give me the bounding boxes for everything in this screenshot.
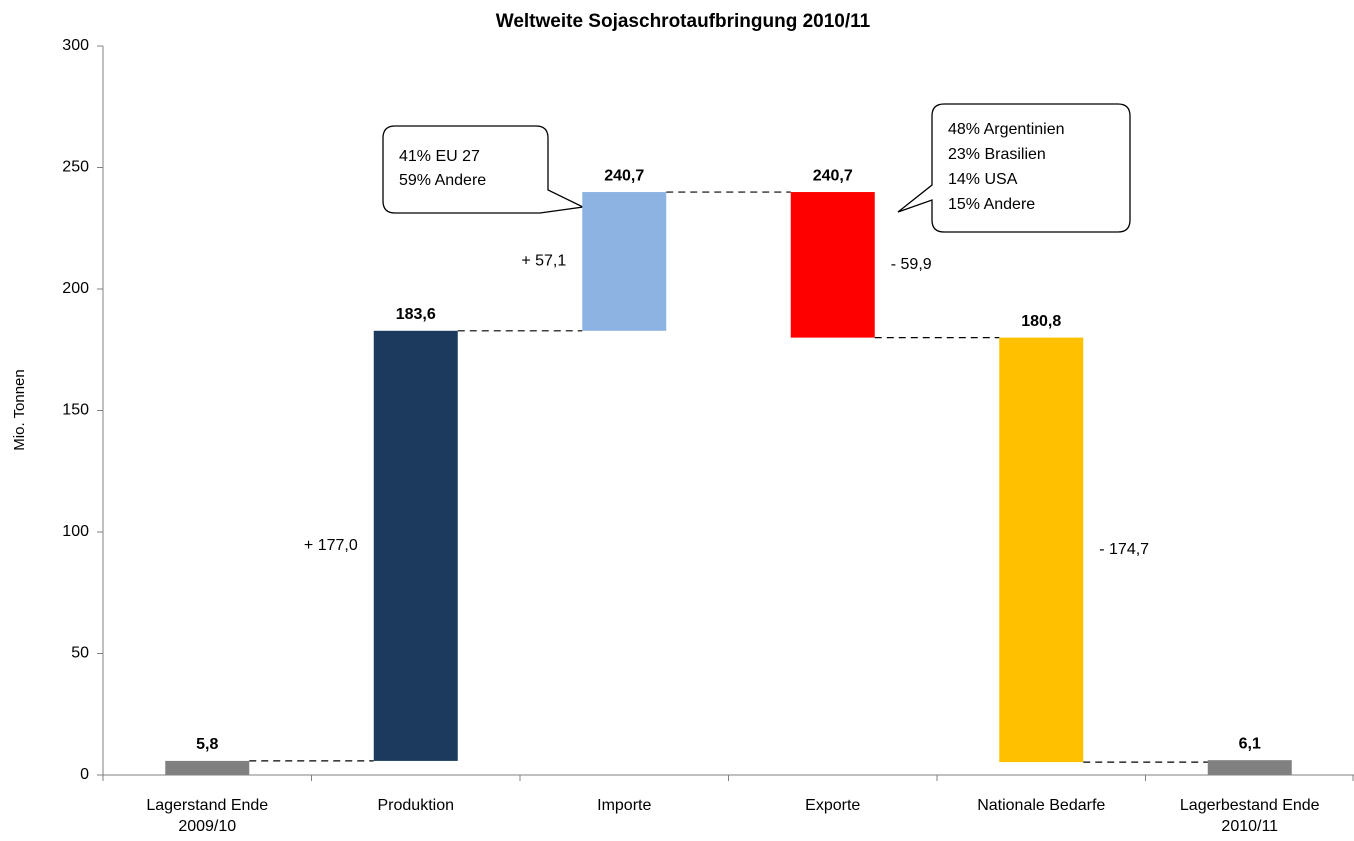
y-tick-label: 50	[71, 645, 89, 662]
bar-top-label: 6,1	[1239, 735, 1261, 752]
bar	[1207, 760, 1292, 775]
bar-top-label: 5,8	[196, 736, 218, 753]
annotation: 14% USA	[948, 171, 1018, 188]
annotation: 23% Brasilien	[948, 146, 1046, 163]
x-tick-label: Lagerstand Ende	[146, 797, 268, 814]
x-tick-label: Importe	[597, 797, 651, 814]
y-tick-label: 100	[62, 523, 89, 540]
y-tick-label: 150	[62, 402, 89, 419]
x-tick-label: Produktion	[378, 797, 455, 814]
bar-top-label: 183,6	[396, 306, 436, 323]
bar-top-label: 240,7	[604, 167, 644, 184]
bar	[165, 760, 250, 775]
y-tick-label: 200	[62, 280, 89, 297]
x-tick-label: 2010/11	[1221, 818, 1278, 835]
y-tick-label: 250	[62, 159, 89, 176]
x-tick-label: Nationale Bedarfe	[977, 797, 1105, 814]
x-tick-label: 2009/10	[178, 818, 236, 835]
annotation: 59% Andere	[399, 172, 486, 189]
bar	[582, 192, 667, 331]
y-axis-label: Mio. Tonnen	[11, 369, 28, 450]
value-label: - 59,9	[891, 256, 932, 273]
chart-title: Weltweite Sojaschrotaufbringung 2010/11	[496, 11, 871, 32]
x-tick-label: Exporte	[805, 797, 860, 814]
annotation: 15% Andere	[948, 196, 1035, 213]
callout-box	[897, 103, 1131, 233]
annotation: 48% Argentinien	[948, 121, 1065, 138]
bar	[790, 192, 875, 338]
y-tick-label: 0	[80, 766, 89, 783]
bar-top-label: 180,8	[1021, 313, 1061, 330]
bar	[373, 330, 458, 761]
value-label: - 174,7	[1099, 541, 1149, 558]
annotation: 41% EU 27	[399, 148, 480, 165]
bar	[999, 337, 1084, 763]
x-tick-label: Lagerbestand Ende	[1180, 797, 1320, 814]
y-tick-label: 300	[62, 37, 89, 54]
callout-box	[382, 125, 586, 214]
value-label: + 177,0	[304, 537, 358, 554]
bar-top-label: 240,7	[813, 167, 853, 184]
value-label: + 57,1	[521, 253, 566, 270]
